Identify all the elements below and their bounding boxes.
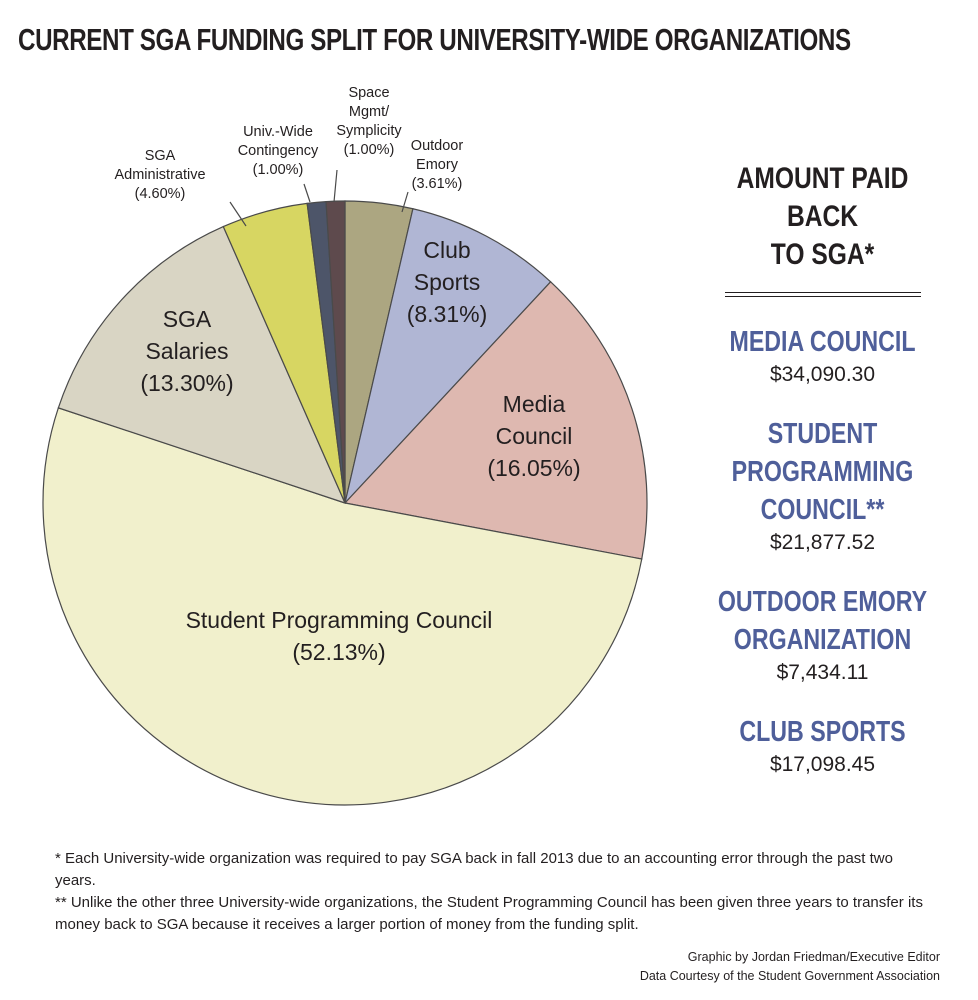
leader-line-sga-administrative — [229, 201, 247, 227]
leader-line-outdoor-emory — [401, 191, 409, 213]
slice-name-line: Symplicity — [336, 123, 402, 139]
panel-heading: AMOUNT PAID BACK TO SGA* — [714, 160, 931, 274]
payback-amount: $17,098.45 — [769, 753, 876, 776]
slice-name-line: Mgmt/ — [349, 104, 390, 120]
payback-org-name: OUTDOOR EMORY ORGANIZATION — [717, 583, 929, 659]
pie-chart: Outdoor Emory (3.61%) Club Sports (8.31%) Medi… — [42, 85, 648, 806]
payback-amount: $7,434.11 — [776, 661, 869, 684]
slice-percent: (4.60%) — [135, 186, 186, 202]
slice-name-line: Outdoor — [411, 138, 464, 154]
pie-slice-space-mgmt-symplicity — [325, 200, 346, 504]
slice-percent: (13.30%) — [140, 370, 233, 396]
slice-name-line: Student Programming Council — [186, 607, 493, 633]
slice-percent: (1.00%) — [344, 142, 395, 158]
slice-name-line: Salaries — [145, 338, 228, 364]
slice-percent: (16.05%) — [487, 455, 580, 481]
payback-amount: $21,877.52 — [769, 531, 876, 554]
payback-org-name-line1: MEDIA COUNCIL — [729, 326, 916, 358]
double-rule-divider — [724, 292, 921, 297]
payback-item-student-programming-council: STUDENT PROGRAMMING COUNCIL** $21,877.52 — [690, 415, 955, 557]
slice-name-line: Media — [503, 391, 566, 417]
slice-name-line: SGA — [163, 306, 212, 332]
payback-org-name: STUDENT PROGRAMMING COUNCIL** — [717, 415, 929, 529]
slice-label-space-mgmt-symplicity: Space Mgmt/Symplicity (1.00%) — [336, 85, 402, 158]
slice-name-line: Club — [423, 237, 470, 263]
credit-data-source: Data Courtesy of the Student Government … — [639, 969, 940, 983]
pie-labels: Outdoor Emory (3.61%) Club Sports (8.31%) Medi… — [114, 85, 580, 665]
slice-label-outdoor-emory: Outdoor Emory (3.61%) — [411, 138, 464, 192]
payback-org-name-line1: STUDENT PROGRAMMING — [731, 418, 914, 488]
slice-label-sga-administrative: SGA Administrative (4.60%) — [114, 148, 205, 202]
panel-heading-line1: AMOUNT PAID BACK — [736, 162, 909, 233]
payback-item-outdoor-emory: OUTDOOR EMORY ORGANIZATION $7,434.11 — [690, 583, 955, 687]
slice-name-line: Administrative — [114, 167, 205, 183]
footnote-2: ** Unlike the other three University-wid… — [55, 894, 923, 933]
payback-amount: $34,090.30 — [769, 363, 876, 386]
slice-label-club-sports: Club Sports (8.31%) — [407, 237, 488, 327]
slice-percent: (1.00%) — [253, 162, 304, 178]
footnote-1: * Each University-wide organization was … — [55, 850, 893, 889]
slice-label-student-programming-council: Student Programming Council (52.13%) — [186, 607, 493, 665]
payback-org-name-line1: CLUB SPORTS — [739, 716, 906, 748]
leader-line-univ-wide-contingency — [303, 183, 311, 203]
slice-percent: (8.31%) — [407, 301, 488, 327]
credit-graphic: Graphic by Jordan Friedman/Executive Edi… — [687, 950, 940, 964]
amount-paid-back-panel: AMOUNT PAID BACK TO SGA* MEDIA COUNCIL $… — [690, 160, 955, 779]
payback-org-name-line1: OUTDOOR EMORY — [717, 586, 928, 618]
payback-org-name: CLUB SPORTS — [717, 713, 929, 751]
slice-percent: (52.13%) — [292, 639, 385, 665]
slice-name-line: Space — [348, 85, 389, 101]
slice-percent: (3.61%) — [412, 176, 463, 192]
payback-item-club-sports: CLUB SPORTS $17,098.45 — [690, 713, 955, 779]
pie-slice-media-council — [343, 280, 648, 560]
payback-item-media-council: MEDIA COUNCIL $34,090.30 — [690, 323, 955, 389]
slice-name-line: Sports — [414, 269, 480, 295]
payback-org-name-line2: ORGANIZATION — [733, 624, 912, 656]
slice-label-univ-wide-contingency: Univ.-Wide Contingency (1.00%) — [238, 124, 319, 178]
slice-name-line: Contingency — [238, 143, 319, 159]
leader-lines — [229, 169, 409, 227]
footnotes: * Each University-wide organization was … — [55, 848, 935, 936]
payback-org-name-line2: COUNCIL** — [760, 494, 885, 526]
pie-slice-club-sports — [343, 208, 552, 506]
slice-name-line: Univ.-Wide — [243, 124, 313, 140]
pie-slice-student-programming-council — [42, 407, 643, 806]
pie-slice-sga-salaries — [57, 225, 347, 504]
leader-line-space-mgmt-symplicity — [333, 169, 338, 203]
pie-slices — [42, 200, 648, 806]
slice-name-line: SGA — [145, 148, 176, 164]
panel-heading-line2: TO SGA* — [770, 238, 875, 271]
slice-label-sga-salaries: SGA Salaries (13.30%) — [140, 306, 233, 396]
credits: Graphic by Jordan Friedman/Executive Edi… — [640, 948, 940, 986]
slice-name-line: Council — [496, 423, 573, 449]
slice-name-line: Emory — [416, 157, 459, 173]
payback-org-name: MEDIA COUNCIL — [717, 323, 929, 361]
chart-title: CURRENT SGA FUNDING SPLIT FOR UNIVERSITY… — [18, 22, 851, 57]
slice-label-media-council: Media Council (16.05%) — [487, 391, 580, 481]
